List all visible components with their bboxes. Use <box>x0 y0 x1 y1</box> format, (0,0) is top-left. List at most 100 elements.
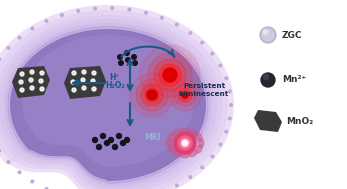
Circle shape <box>201 41 204 44</box>
Circle shape <box>219 143 222 146</box>
Ellipse shape <box>195 144 203 154</box>
Text: MnO₂: MnO₂ <box>286 118 313 126</box>
Circle shape <box>140 45 200 105</box>
Circle shape <box>225 77 228 80</box>
Circle shape <box>45 20 48 22</box>
Circle shape <box>163 68 177 82</box>
Circle shape <box>111 7 113 9</box>
Circle shape <box>91 79 95 83</box>
Text: H₂O₂: H₂O₂ <box>105 81 125 91</box>
Ellipse shape <box>197 138 204 148</box>
Circle shape <box>19 80 23 84</box>
Text: Persistent
luminescent: Persistent luminescent <box>179 83 229 97</box>
Circle shape <box>40 87 44 91</box>
Circle shape <box>18 171 21 174</box>
Circle shape <box>125 138 129 143</box>
Polygon shape <box>22 35 194 167</box>
Circle shape <box>229 117 231 120</box>
Circle shape <box>261 73 275 87</box>
Ellipse shape <box>167 132 175 142</box>
Ellipse shape <box>195 132 203 142</box>
Circle shape <box>154 59 186 91</box>
Circle shape <box>0 58 1 61</box>
Circle shape <box>182 92 188 98</box>
Circle shape <box>30 86 34 90</box>
Circle shape <box>145 88 159 102</box>
Circle shape <box>7 161 10 163</box>
Circle shape <box>112 145 118 149</box>
Circle shape <box>81 78 85 82</box>
Circle shape <box>181 91 189 99</box>
Circle shape <box>174 132 196 154</box>
Circle shape <box>30 70 34 74</box>
Circle shape <box>181 139 189 147</box>
Circle shape <box>178 88 192 102</box>
Polygon shape <box>10 29 206 181</box>
Circle shape <box>260 27 276 43</box>
Circle shape <box>126 58 130 62</box>
Circle shape <box>148 53 192 97</box>
Circle shape <box>7 47 10 49</box>
Ellipse shape <box>180 128 190 135</box>
Circle shape <box>96 145 102 149</box>
Circle shape <box>189 176 192 178</box>
Polygon shape <box>12 66 50 98</box>
Circle shape <box>263 74 269 80</box>
Circle shape <box>93 138 98 143</box>
Circle shape <box>109 138 113 143</box>
Circle shape <box>92 87 96 91</box>
Circle shape <box>20 72 24 76</box>
Circle shape <box>176 23 178 26</box>
Circle shape <box>263 29 268 35</box>
Circle shape <box>71 80 75 84</box>
Text: Mn²⁺: Mn²⁺ <box>282 75 306 84</box>
Ellipse shape <box>166 138 172 148</box>
Circle shape <box>183 140 187 146</box>
Circle shape <box>82 86 86 90</box>
Circle shape <box>82 70 86 74</box>
Circle shape <box>225 130 228 133</box>
Circle shape <box>125 51 129 55</box>
Circle shape <box>211 155 214 158</box>
Circle shape <box>72 71 76 75</box>
Text: H⁺: H⁺ <box>110 74 120 83</box>
Circle shape <box>119 61 123 65</box>
Circle shape <box>40 71 44 75</box>
Circle shape <box>229 90 231 93</box>
Circle shape <box>94 7 96 10</box>
Polygon shape <box>254 110 282 132</box>
Circle shape <box>163 68 177 82</box>
Ellipse shape <box>172 149 182 157</box>
Circle shape <box>159 64 181 86</box>
Circle shape <box>118 55 122 59</box>
Circle shape <box>101 133 105 139</box>
Circle shape <box>61 14 63 16</box>
Circle shape <box>130 73 174 117</box>
Circle shape <box>211 52 214 55</box>
Circle shape <box>219 64 222 67</box>
Circle shape <box>147 90 157 100</box>
Circle shape <box>262 29 274 41</box>
Circle shape <box>128 8 131 11</box>
Circle shape <box>176 184 178 187</box>
Polygon shape <box>64 66 106 99</box>
Ellipse shape <box>172 129 182 136</box>
Circle shape <box>169 79 201 111</box>
Circle shape <box>18 36 21 39</box>
Circle shape <box>161 16 163 19</box>
Circle shape <box>31 27 34 30</box>
Circle shape <box>201 166 204 169</box>
Circle shape <box>31 180 34 183</box>
Polygon shape <box>0 15 222 189</box>
Circle shape <box>133 61 137 65</box>
Circle shape <box>0 149 1 152</box>
Circle shape <box>189 32 192 34</box>
Circle shape <box>141 84 163 106</box>
Ellipse shape <box>188 149 198 157</box>
Circle shape <box>178 136 192 150</box>
Ellipse shape <box>180 152 190 159</box>
Circle shape <box>117 133 121 139</box>
Circle shape <box>132 55 136 59</box>
Circle shape <box>29 78 33 82</box>
Ellipse shape <box>188 129 198 136</box>
